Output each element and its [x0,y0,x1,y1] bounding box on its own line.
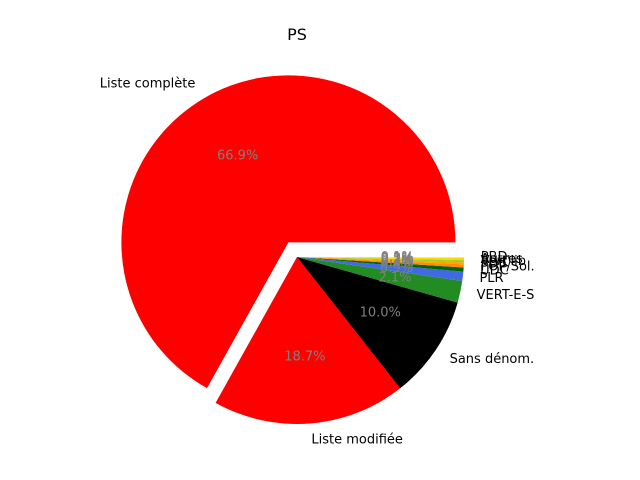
slice-label-pbd: PBD [481,250,508,265]
slice-percent-vert-lib: 0.2% [381,252,414,267]
slice-label-pdc: PDC [481,256,508,271]
slice-label-liste-modifiee: Liste modifiée [311,433,403,448]
pie-slice-autres [297,257,464,261]
slice-percent-udc: 0.4% [380,257,413,272]
slice-label-sans-denom: Sans dénom. [450,352,535,367]
slice-label-udc: UDC [480,263,509,278]
slice-percent-liste-complete: 66.9% [217,148,258,163]
chart-title: PS [287,25,307,44]
slice-label-pop-sol: POP/Sol. [480,259,534,274]
slice-label-plr: PLR [479,271,503,286]
slice-label-autres: Autres [481,252,523,267]
pie-slice-plr [297,257,464,282]
pie-slice-udc [297,257,464,272]
slice-label-liste-complete: Liste complète [100,76,196,91]
slice-percent-sans-denom: 10.0% [360,305,401,320]
slice-percent-autres: 0.2% [381,251,414,266]
pie-slice-vert-e-s [297,257,463,303]
slice-percent-liste-modifiee: 18.7% [284,349,325,364]
slice-percent-pbd: 0.1% [381,250,414,265]
slice-percent-plr: 0.9% [380,261,413,276]
pie-slice-liste-modifiee [215,257,401,424]
pie-slice-pop-sol [297,257,464,268]
pie-slice-sans-denom [297,257,458,389]
pie-slice-pdc [297,257,464,265]
slice-percent-pop-sol: 0.3% [381,255,414,270]
pie-labels: Liste complète 66.9% Liste modifiée 18.7% Sa… [100,76,535,447]
pie-slice-vert-lib [297,257,464,263]
slice-percent-vert-e-s: 2.1% [378,270,411,285]
pie-slice-pbd [297,257,464,259]
slice-label-vert-lib: Vert'lib [481,254,526,269]
slice-label-vert-e-s: VERT-E-S [477,288,535,303]
slice-percent-pdc: 0.2% [381,253,414,268]
pie-slice-liste-complete [121,75,456,389]
pie-slices [121,75,464,424]
